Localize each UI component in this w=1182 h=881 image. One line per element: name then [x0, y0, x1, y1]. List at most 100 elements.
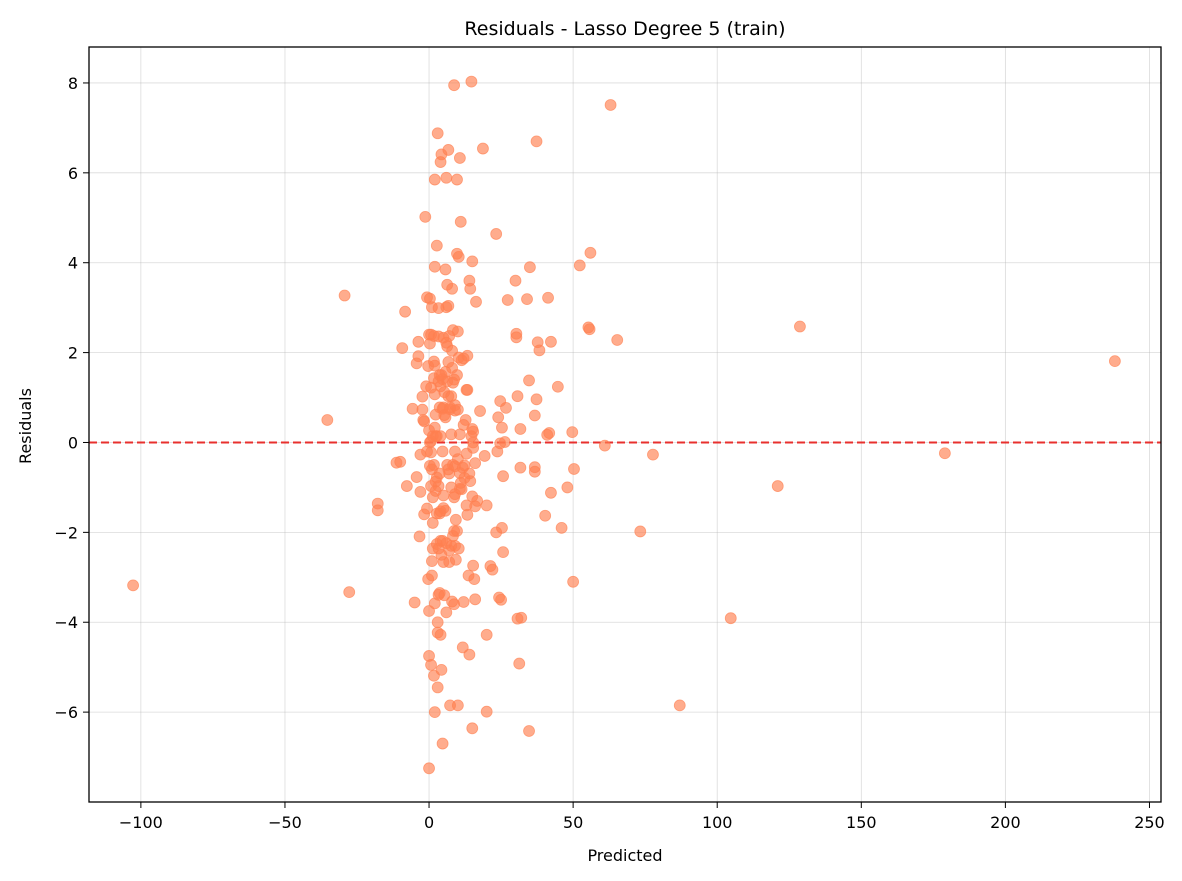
x-axis-label: Predicted [587, 846, 662, 865]
scatter-point [394, 455, 407, 468]
scatter-point [449, 513, 462, 526]
scatter-point [543, 427, 556, 439]
scatter-point [446, 282, 458, 295]
scatter-point [461, 508, 474, 521]
scatter-point [500, 401, 512, 414]
scatter-point [428, 260, 441, 273]
scatter-point [412, 350, 425, 363]
scatter-point [413, 530, 426, 543]
scatter-point [414, 486, 427, 498]
scatter-point [321, 414, 334, 426]
scatter-point [467, 559, 480, 572]
scatter-point [400, 480, 413, 492]
scatter-point [551, 380, 564, 393]
y-tick-label: −4 [54, 613, 78, 632]
scatter-point [480, 705, 493, 718]
scatter-point [501, 294, 514, 306]
scatter-point [426, 555, 438, 568]
scatter-point [634, 525, 647, 538]
scatter-point [440, 606, 453, 619]
scatter-point [794, 320, 806, 333]
scatter-point [426, 569, 438, 582]
y-tick-label: 6 [68, 164, 78, 183]
scatter-point [425, 446, 437, 459]
scatter-point [467, 436, 480, 449]
scatter-point [480, 499, 493, 512]
scatter-point [568, 463, 580, 475]
scatter-point [434, 628, 447, 641]
scatter-point [452, 542, 465, 555]
scatter-point [545, 486, 557, 499]
scatter-point [434, 430, 447, 443]
y-tick-label: 4 [68, 254, 78, 273]
scatter-point [492, 411, 505, 424]
scatter-point [598, 439, 611, 452]
scatter-point [647, 448, 659, 461]
x-tick-label: 50 [563, 813, 583, 832]
scatter-point [464, 475, 477, 488]
scatter-point [496, 421, 508, 434]
scatter-point [431, 681, 444, 694]
scatter-point [425, 659, 437, 671]
scatter-point [451, 525, 463, 537]
scatter-point [515, 611, 528, 624]
scatter-point [478, 450, 491, 462]
scatter-point [514, 423, 527, 435]
scatter-point [428, 706, 441, 719]
scatter-point [466, 255, 479, 268]
scatter-point [457, 596, 470, 608]
scatter-point [496, 521, 508, 534]
y-tick-label: 8 [68, 74, 78, 93]
scatter-point [486, 563, 499, 576]
x-tick-label: 0 [424, 813, 434, 832]
scatter-point [528, 409, 541, 422]
y-tick-label: 2 [68, 344, 78, 363]
scatter-point [1108, 355, 1121, 368]
x-tick-label: 200 [990, 813, 1021, 832]
scatter-point [673, 699, 686, 712]
scatter-point [523, 374, 535, 387]
scatter-point [474, 405, 486, 417]
scatter-point [440, 171, 453, 184]
scatter-point [497, 470, 510, 483]
scatter-point [511, 390, 524, 403]
scatter-point [509, 274, 522, 287]
scatter-point [442, 299, 455, 312]
x-tick-label: −100 [119, 813, 163, 832]
scatter-point [467, 425, 480, 438]
axis-ticks [83, 82, 1150, 808]
x-tick-label: 100 [702, 813, 733, 832]
tick-labels: −100 −50 0 50 100 150 200 250 −6 −4 −2 0 2 4 6 8 [54, 74, 1164, 832]
scatter-point [555, 521, 568, 534]
scatter-point [371, 504, 384, 517]
scatter-point [436, 737, 449, 750]
scatter-point [471, 494, 484, 507]
scatter-point [127, 579, 139, 592]
scatter-point [421, 502, 433, 515]
scatter-point [567, 575, 580, 588]
scatter-point [435, 663, 448, 676]
scatter-point [431, 127, 444, 140]
scatter-point [439, 504, 452, 517]
x-tick-label: 150 [846, 813, 877, 832]
scatter-point [495, 593, 507, 606]
scatter-point [428, 173, 441, 186]
scatter-point [451, 325, 464, 338]
scatter-point [430, 239, 443, 252]
scatter-point [539, 509, 552, 522]
scatter-point [465, 75, 478, 88]
scatter-point [439, 263, 452, 276]
scatter-point [469, 457, 482, 470]
scatter-point [451, 369, 463, 381]
scatter-point [542, 291, 554, 304]
y-tick-label: −6 [54, 703, 78, 722]
scatter-point [604, 99, 617, 111]
scatter-point [419, 210, 432, 223]
scatter-point [406, 402, 419, 415]
x-tick-label: 250 [1134, 813, 1165, 832]
scatter-point [431, 616, 444, 629]
scatter-point [453, 152, 466, 164]
y-tick-label: 0 [68, 433, 78, 452]
scatter-point [584, 246, 597, 259]
